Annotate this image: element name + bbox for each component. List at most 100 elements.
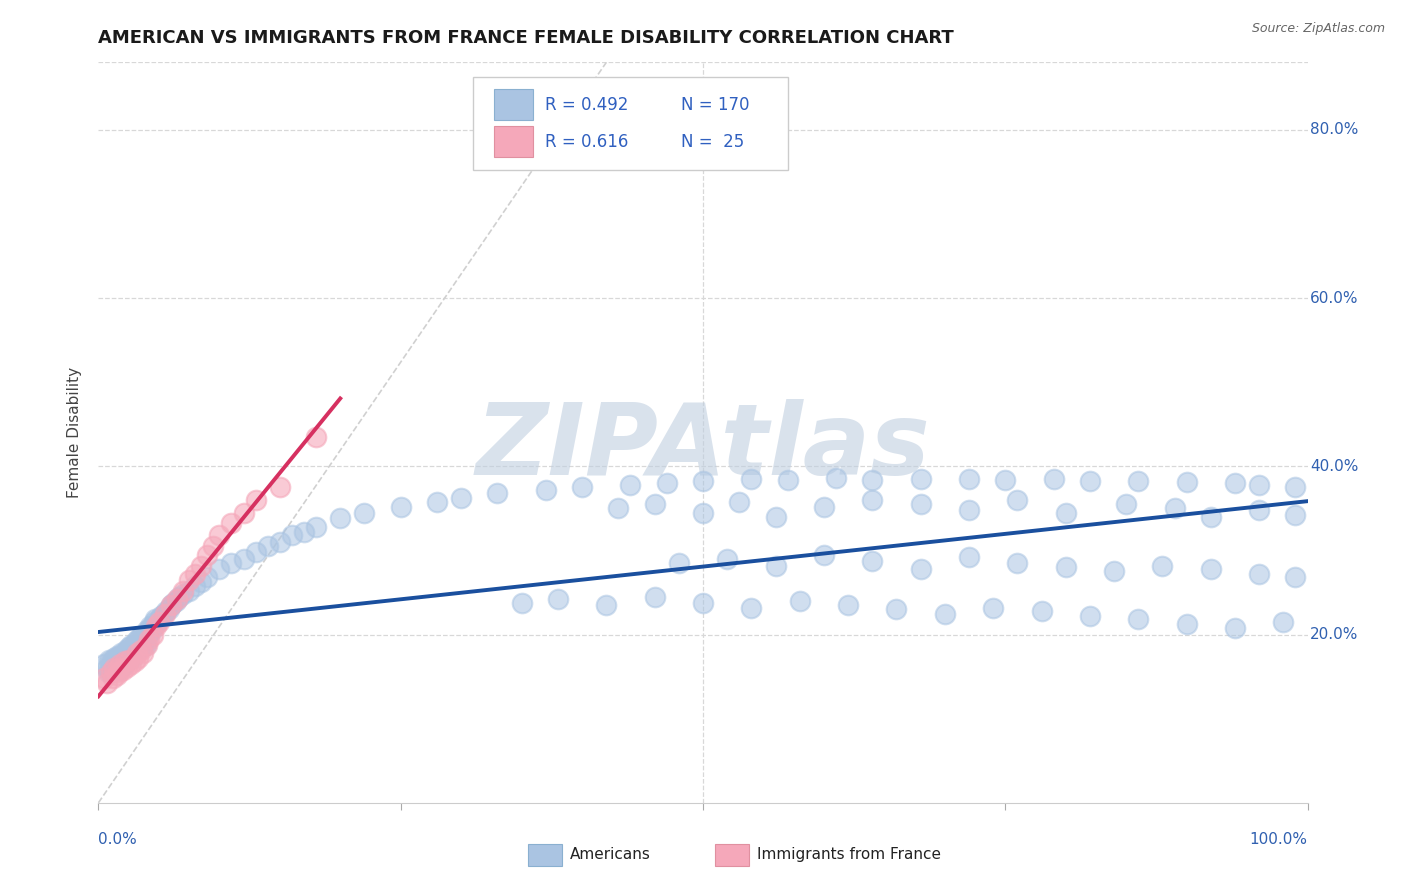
Point bbox=[1199, 509, 1222, 524]
Point bbox=[190, 575, 212, 590]
Point bbox=[103, 661, 125, 675]
Point bbox=[172, 583, 194, 598]
Point bbox=[910, 497, 932, 511]
Point bbox=[426, 494, 449, 508]
Point bbox=[129, 642, 152, 657]
Point bbox=[1128, 474, 1150, 488]
Point bbox=[981, 600, 1004, 615]
Point bbox=[221, 516, 243, 531]
Point bbox=[202, 539, 225, 553]
Point bbox=[100, 665, 122, 680]
Point bbox=[910, 562, 932, 576]
Point bbox=[644, 497, 666, 511]
Point bbox=[1175, 475, 1198, 490]
Text: 40.0%: 40.0% bbox=[1310, 458, 1358, 474]
Point bbox=[127, 651, 149, 665]
Point bbox=[155, 604, 177, 618]
Point bbox=[117, 648, 139, 663]
Point bbox=[114, 646, 136, 660]
Point bbox=[134, 638, 156, 652]
Point bbox=[131, 634, 153, 648]
Point bbox=[1115, 497, 1137, 511]
Point bbox=[127, 646, 149, 660]
Point bbox=[179, 573, 201, 587]
Point bbox=[1199, 562, 1222, 576]
Text: 20.0%: 20.0% bbox=[1310, 627, 1358, 642]
Point bbox=[121, 651, 143, 665]
Point bbox=[124, 638, 146, 652]
Point bbox=[142, 627, 165, 641]
Point bbox=[765, 558, 787, 573]
Text: 100.0%: 100.0% bbox=[1250, 832, 1308, 847]
Point bbox=[1128, 612, 1150, 626]
Point bbox=[329, 511, 352, 525]
Point bbox=[789, 594, 811, 608]
Point bbox=[179, 583, 201, 598]
Point bbox=[111, 663, 134, 677]
Point bbox=[1284, 570, 1306, 584]
Point bbox=[105, 668, 128, 682]
Point bbox=[100, 655, 122, 669]
Point bbox=[101, 671, 124, 685]
Point bbox=[150, 609, 173, 624]
Point bbox=[692, 596, 714, 610]
Point bbox=[97, 665, 120, 680]
Point bbox=[813, 500, 835, 514]
Point bbox=[571, 480, 593, 494]
Point bbox=[101, 663, 124, 677]
Text: R = 0.492: R = 0.492 bbox=[544, 95, 628, 113]
Point bbox=[910, 472, 932, 486]
Point bbox=[118, 653, 141, 667]
Text: Americans: Americans bbox=[569, 847, 651, 863]
Point bbox=[165, 594, 187, 608]
Point bbox=[813, 548, 835, 562]
Point bbox=[143, 615, 166, 629]
Point bbox=[221, 556, 243, 570]
Point bbox=[208, 528, 231, 542]
Point bbox=[108, 651, 131, 665]
Point bbox=[1249, 566, 1271, 581]
Point bbox=[208, 562, 231, 576]
Point bbox=[138, 624, 160, 638]
Point bbox=[111, 653, 134, 667]
Point bbox=[122, 646, 145, 660]
Point bbox=[129, 629, 152, 643]
Point bbox=[172, 587, 194, 601]
Point bbox=[1163, 501, 1185, 516]
Point bbox=[668, 556, 690, 570]
Point bbox=[115, 651, 138, 665]
Point bbox=[100, 659, 122, 673]
Point bbox=[142, 619, 165, 633]
Point bbox=[145, 617, 167, 632]
Point bbox=[128, 640, 150, 655]
Bar bbox=[527, 844, 561, 866]
Point bbox=[860, 553, 883, 567]
Point bbox=[169, 590, 191, 604]
Point bbox=[692, 475, 714, 489]
Point bbox=[547, 592, 569, 607]
Point bbox=[157, 602, 180, 616]
Point bbox=[825, 471, 848, 485]
Point bbox=[886, 602, 908, 616]
Point bbox=[716, 551, 738, 566]
Point bbox=[108, 657, 131, 671]
Point bbox=[104, 657, 127, 671]
Point bbox=[152, 607, 174, 621]
Point bbox=[128, 634, 150, 648]
Point bbox=[1078, 609, 1101, 624]
Point bbox=[93, 657, 115, 671]
Point bbox=[353, 506, 375, 520]
Point bbox=[96, 661, 118, 675]
Point bbox=[728, 494, 751, 508]
Point bbox=[120, 657, 142, 671]
Point bbox=[135, 638, 157, 652]
Point bbox=[1007, 492, 1029, 507]
Bar bbox=[494, 126, 533, 157]
Point bbox=[934, 607, 956, 621]
Point bbox=[195, 570, 218, 584]
Point bbox=[1175, 617, 1198, 632]
Point bbox=[281, 528, 304, 542]
FancyBboxPatch shape bbox=[474, 78, 787, 169]
Point bbox=[112, 657, 135, 671]
Point bbox=[184, 579, 207, 593]
